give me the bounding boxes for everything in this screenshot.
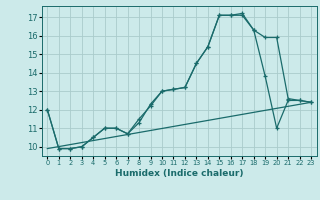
X-axis label: Humidex (Indice chaleur): Humidex (Indice chaleur) bbox=[115, 169, 244, 178]
